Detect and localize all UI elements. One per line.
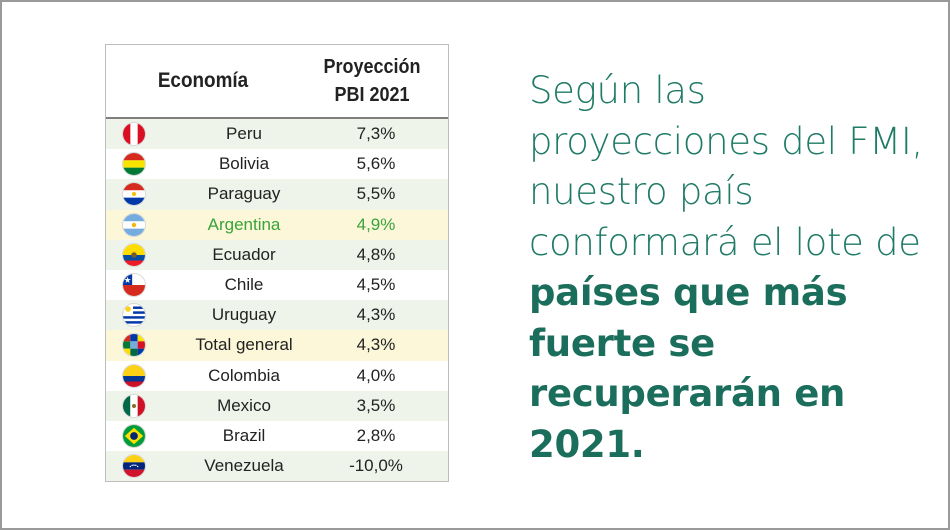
country-name: Colombia [208, 365, 280, 385]
table-row: Ecuador 4,8% [106, 239, 448, 270]
projection-value: 4,8% [356, 244, 396, 264]
venezuela-flag-icon [122, 454, 146, 479]
table-row-highlighted: Argentina 4,9% [106, 209, 448, 240]
table-row: Peru 7,3% [106, 119, 448, 150]
table-row: Venezuela -10,0% [106, 451, 448, 482]
country-name: Ecuador [212, 244, 276, 264]
country-name: Total general [195, 335, 293, 355]
projection-value: 3,5% [356, 395, 396, 415]
country-name: Mexico [217, 395, 271, 415]
projection-value: 4,0% [356, 365, 396, 385]
country-name: Venezuela [204, 456, 284, 476]
projection-value: 4,3% [356, 305, 396, 325]
brazil-flag-icon [122, 423, 146, 448]
chile-flag-icon [122, 272, 146, 297]
gdp-projection-table: Economía Proyección PBI 2021 Peru 7,3% B… [105, 44, 449, 482]
colombia-flag-icon [122, 363, 146, 388]
table-row: Colombia 4,0% [106, 361, 448, 391]
statement-regular: Según las proyecciones del FMI, nuestro … [529, 69, 923, 264]
table-body: Peru 7,3% Bolivia 5,6% Paraguay 5,5% [106, 119, 448, 482]
projection-value: 4,3% [356, 335, 396, 355]
world-flags-icon [122, 333, 146, 358]
country-name: Paraguay [207, 184, 281, 204]
projection-value: 4,5% [356, 274, 396, 294]
projection-value: 4,9% [356, 214, 396, 234]
peru-flag-icon [122, 122, 146, 146]
table-row: Chile 4,5% [106, 270, 448, 300]
paraguay-flag-icon [122, 182, 146, 207]
country-name: Peru [226, 124, 262, 143]
header-projection: Proyección PBI 2021 [309, 53, 435, 109]
table-row-total: Total general 4,3% [106, 330, 448, 361]
projection-value: 2,8% [356, 425, 396, 445]
country-name: Uruguay [211, 305, 277, 325]
projection-value: 5,6% [356, 154, 396, 174]
projection-value: 7,3% [356, 124, 396, 143]
country-name: Bolivia [218, 154, 270, 174]
ecuador-flag-icon [122, 242, 146, 267]
table-row: Mexico 3,5% [106, 390, 448, 421]
mexico-flag-icon [122, 393, 146, 418]
projection-value: -10,0% [349, 456, 403, 476]
projection-value: 5,5% [356, 184, 396, 204]
header-projection-line2: PBI 2021 [334, 84, 410, 106]
statement-text: Según las proyecciones del FMI, nuestro … [529, 66, 929, 470]
header-economy: Economía [157, 69, 249, 92]
country-name: Argentina [207, 214, 281, 234]
country-name: Chile [224, 274, 264, 294]
table-row: Uruguay 4,3% [106, 300, 448, 331]
argentina-flag-icon [122, 212, 146, 237]
header-projection-line1: Proyección [323, 56, 421, 78]
bolivia-flag-icon [122, 152, 146, 177]
table-row: Brazil 2,8% [106, 421, 448, 451]
table-header: Economía Proyección PBI 2021 [106, 45, 448, 119]
table-row: Bolivia 5,6% [106, 149, 448, 179]
table-row: Paraguay 5,5% [106, 179, 448, 210]
uruguay-flag-icon [122, 303, 146, 328]
statement-bold: países que más fuerte se recuperarán en … [529, 271, 848, 466]
country-name: Brazil [222, 425, 266, 445]
